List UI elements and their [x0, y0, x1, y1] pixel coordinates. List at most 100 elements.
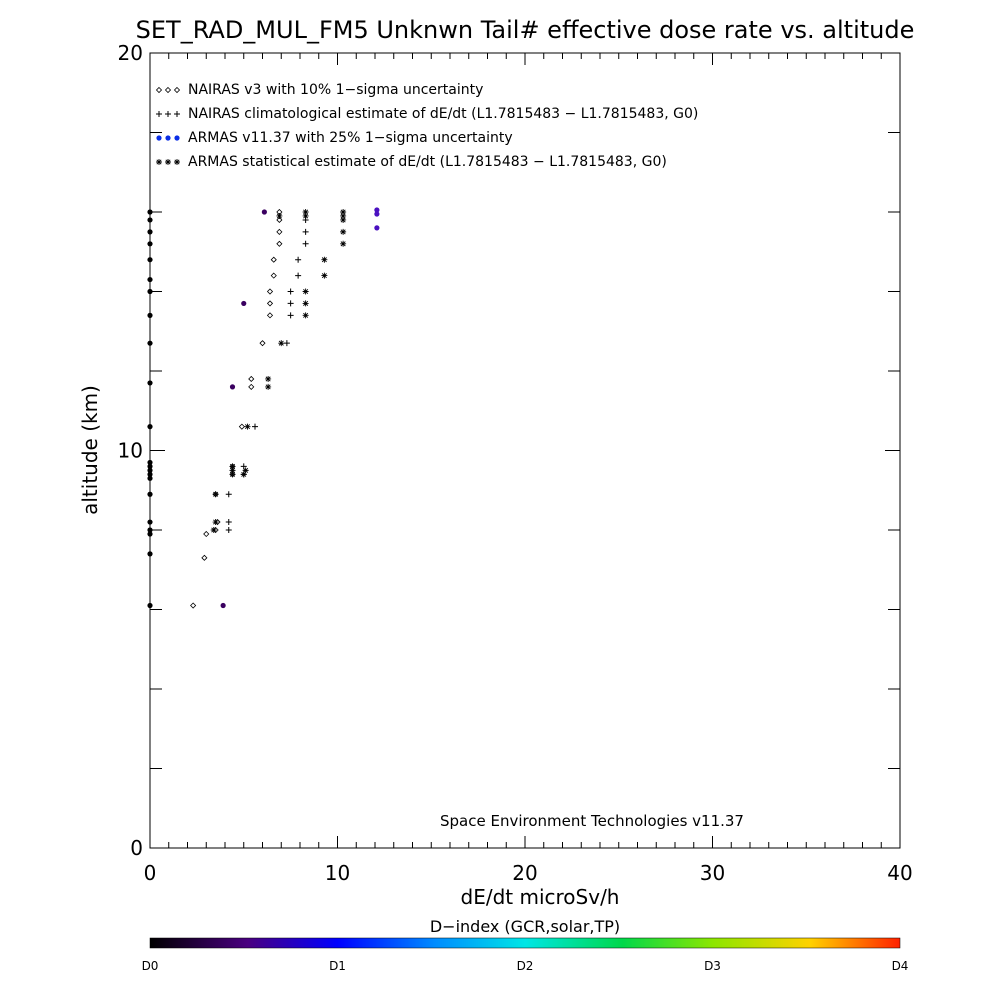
point-armas [147, 257, 153, 263]
point-armas_stat [302, 288, 309, 295]
point-armas [374, 225, 380, 231]
point-armas_stat [265, 375, 272, 382]
point-nairas_clim [302, 240, 309, 247]
point-armas [241, 300, 247, 307]
point-armas_stat [229, 467, 236, 474]
point-nairas_clim [225, 519, 232, 526]
chart-title: SET_RAD_MUL_FM5 Unknwn Tail# effective d… [136, 16, 915, 44]
point-nairas [276, 240, 283, 247]
y-tick-label: 10 [118, 439, 143, 463]
legend-symbol [155, 86, 163, 94]
legend-symbol [156, 159, 162, 165]
colorbar-label: D4 [892, 959, 909, 973]
point-armas [147, 241, 153, 247]
colorbar-title: D−index (GCR,solar,TP) [430, 917, 620, 936]
legend-symbol [174, 159, 180, 165]
plot-frame [149, 52, 901, 849]
legend-label: NAIRAS v3 with 10% 1−sigma uncertainty [188, 82, 483, 98]
point-armas_stat [302, 212, 309, 219]
point-armas_stat [340, 212, 347, 219]
point-nairas [203, 530, 210, 538]
point-armas [147, 340, 153, 346]
point-nairas [190, 602, 197, 609]
x-axis-label: dE/dt microSv/h [461, 885, 620, 909]
point-nairas [248, 383, 255, 390]
point-armas_stat [240, 471, 247, 478]
legend-item: NAIRAS v3 with 10% 1−sigma uncertainty [155, 82, 483, 98]
point-armas_stat [278, 340, 285, 347]
point-armas_stat [265, 383, 272, 390]
point-armas [220, 602, 226, 609]
point-armas_stat [242, 467, 249, 474]
x-tick-label: 40 [887, 861, 912, 885]
colorbar-label: D3 [704, 959, 721, 973]
legend-symbol [164, 86, 172, 94]
point-armas_stat [212, 519, 219, 526]
point-armas [147, 459, 153, 466]
point-armas [147, 380, 153, 386]
point-armas [261, 209, 267, 215]
point-armas_stat [340, 209, 347, 215]
point-nairas [276, 228, 283, 235]
point-armas [147, 527, 153, 533]
point-nairas_clim [295, 256, 302, 263]
point-armas_stat [212, 491, 219, 498]
point-armas [147, 217, 153, 223]
point-armas [147, 209, 153, 215]
legend-symbol [174, 111, 180, 117]
point-nairas [238, 423, 245, 430]
data-points [147, 207, 380, 609]
point-armas [147, 288, 153, 295]
point-armas [147, 602, 153, 609]
point-nairas [248, 375, 255, 383]
point-armas_stat [340, 216, 347, 223]
legend-label: ARMAS statistical estimate of dE/dt (L1.… [188, 154, 667, 170]
point-nairas_clim [295, 272, 302, 279]
point-armas_stat [340, 228, 347, 235]
point-armas [147, 312, 153, 318]
colorbar-label: D0 [142, 959, 159, 973]
point-armas [147, 491, 153, 497]
legend-item: ARMAS v11.37 with 25% 1−sigma uncertaint… [156, 130, 513, 146]
point-armas_stat [302, 209, 309, 215]
legend-symbol [173, 86, 181, 94]
colorbar [149, 937, 901, 949]
series-nairas [190, 208, 283, 609]
point-armas_stat [229, 463, 236, 470]
point-nairas_clim [287, 300, 294, 307]
x-axis: 0 10 20 30 40 [144, 53, 913, 885]
legend: NAIRAS v3 with 10% 1−sigma uncertainty NA… [155, 82, 698, 170]
point-armas [374, 207, 380, 213]
point-armas [147, 229, 153, 235]
legend-item: NAIRAS climatological estimate of dE/dt … [156, 106, 698, 122]
point-armas_stat [340, 240, 347, 247]
series-armas_stat [210, 209, 347, 533]
point-nairas [266, 312, 274, 319]
x-tick-label: 0 [144, 861, 157, 885]
x-tick-label: 20 [512, 861, 537, 885]
point-nairas_clim [225, 491, 232, 498]
legend-symbol [165, 111, 171, 117]
point-armas_stat [276, 212, 283, 219]
legend-symbol [156, 111, 162, 117]
point-armas [147, 475, 153, 481]
x-tick-label: 30 [700, 861, 725, 885]
point-armas_stat [244, 423, 251, 430]
legend-symbol [165, 135, 171, 141]
point-nairas [259, 340, 266, 347]
point-nairas [270, 272, 277, 279]
point-nairas [276, 216, 283, 224]
point-armas [147, 467, 153, 473]
colorbar-labels: D0 D1 D2 D3 D4 [142, 959, 909, 973]
legend-symbol [156, 135, 162, 141]
point-nairas_clim [252, 423, 258, 430]
y-tick-label: 0 [130, 836, 143, 860]
point-armas [147, 463, 153, 469]
point-nairas [201, 554, 208, 561]
x-tick-label: 10 [325, 861, 350, 885]
y-tick-label: 20 [118, 41, 143, 65]
point-nairas [270, 256, 277, 263]
credit-annotation: Space Environment Technologies v11.37 [440, 812, 744, 830]
point-nairas_clim [283, 340, 290, 347]
